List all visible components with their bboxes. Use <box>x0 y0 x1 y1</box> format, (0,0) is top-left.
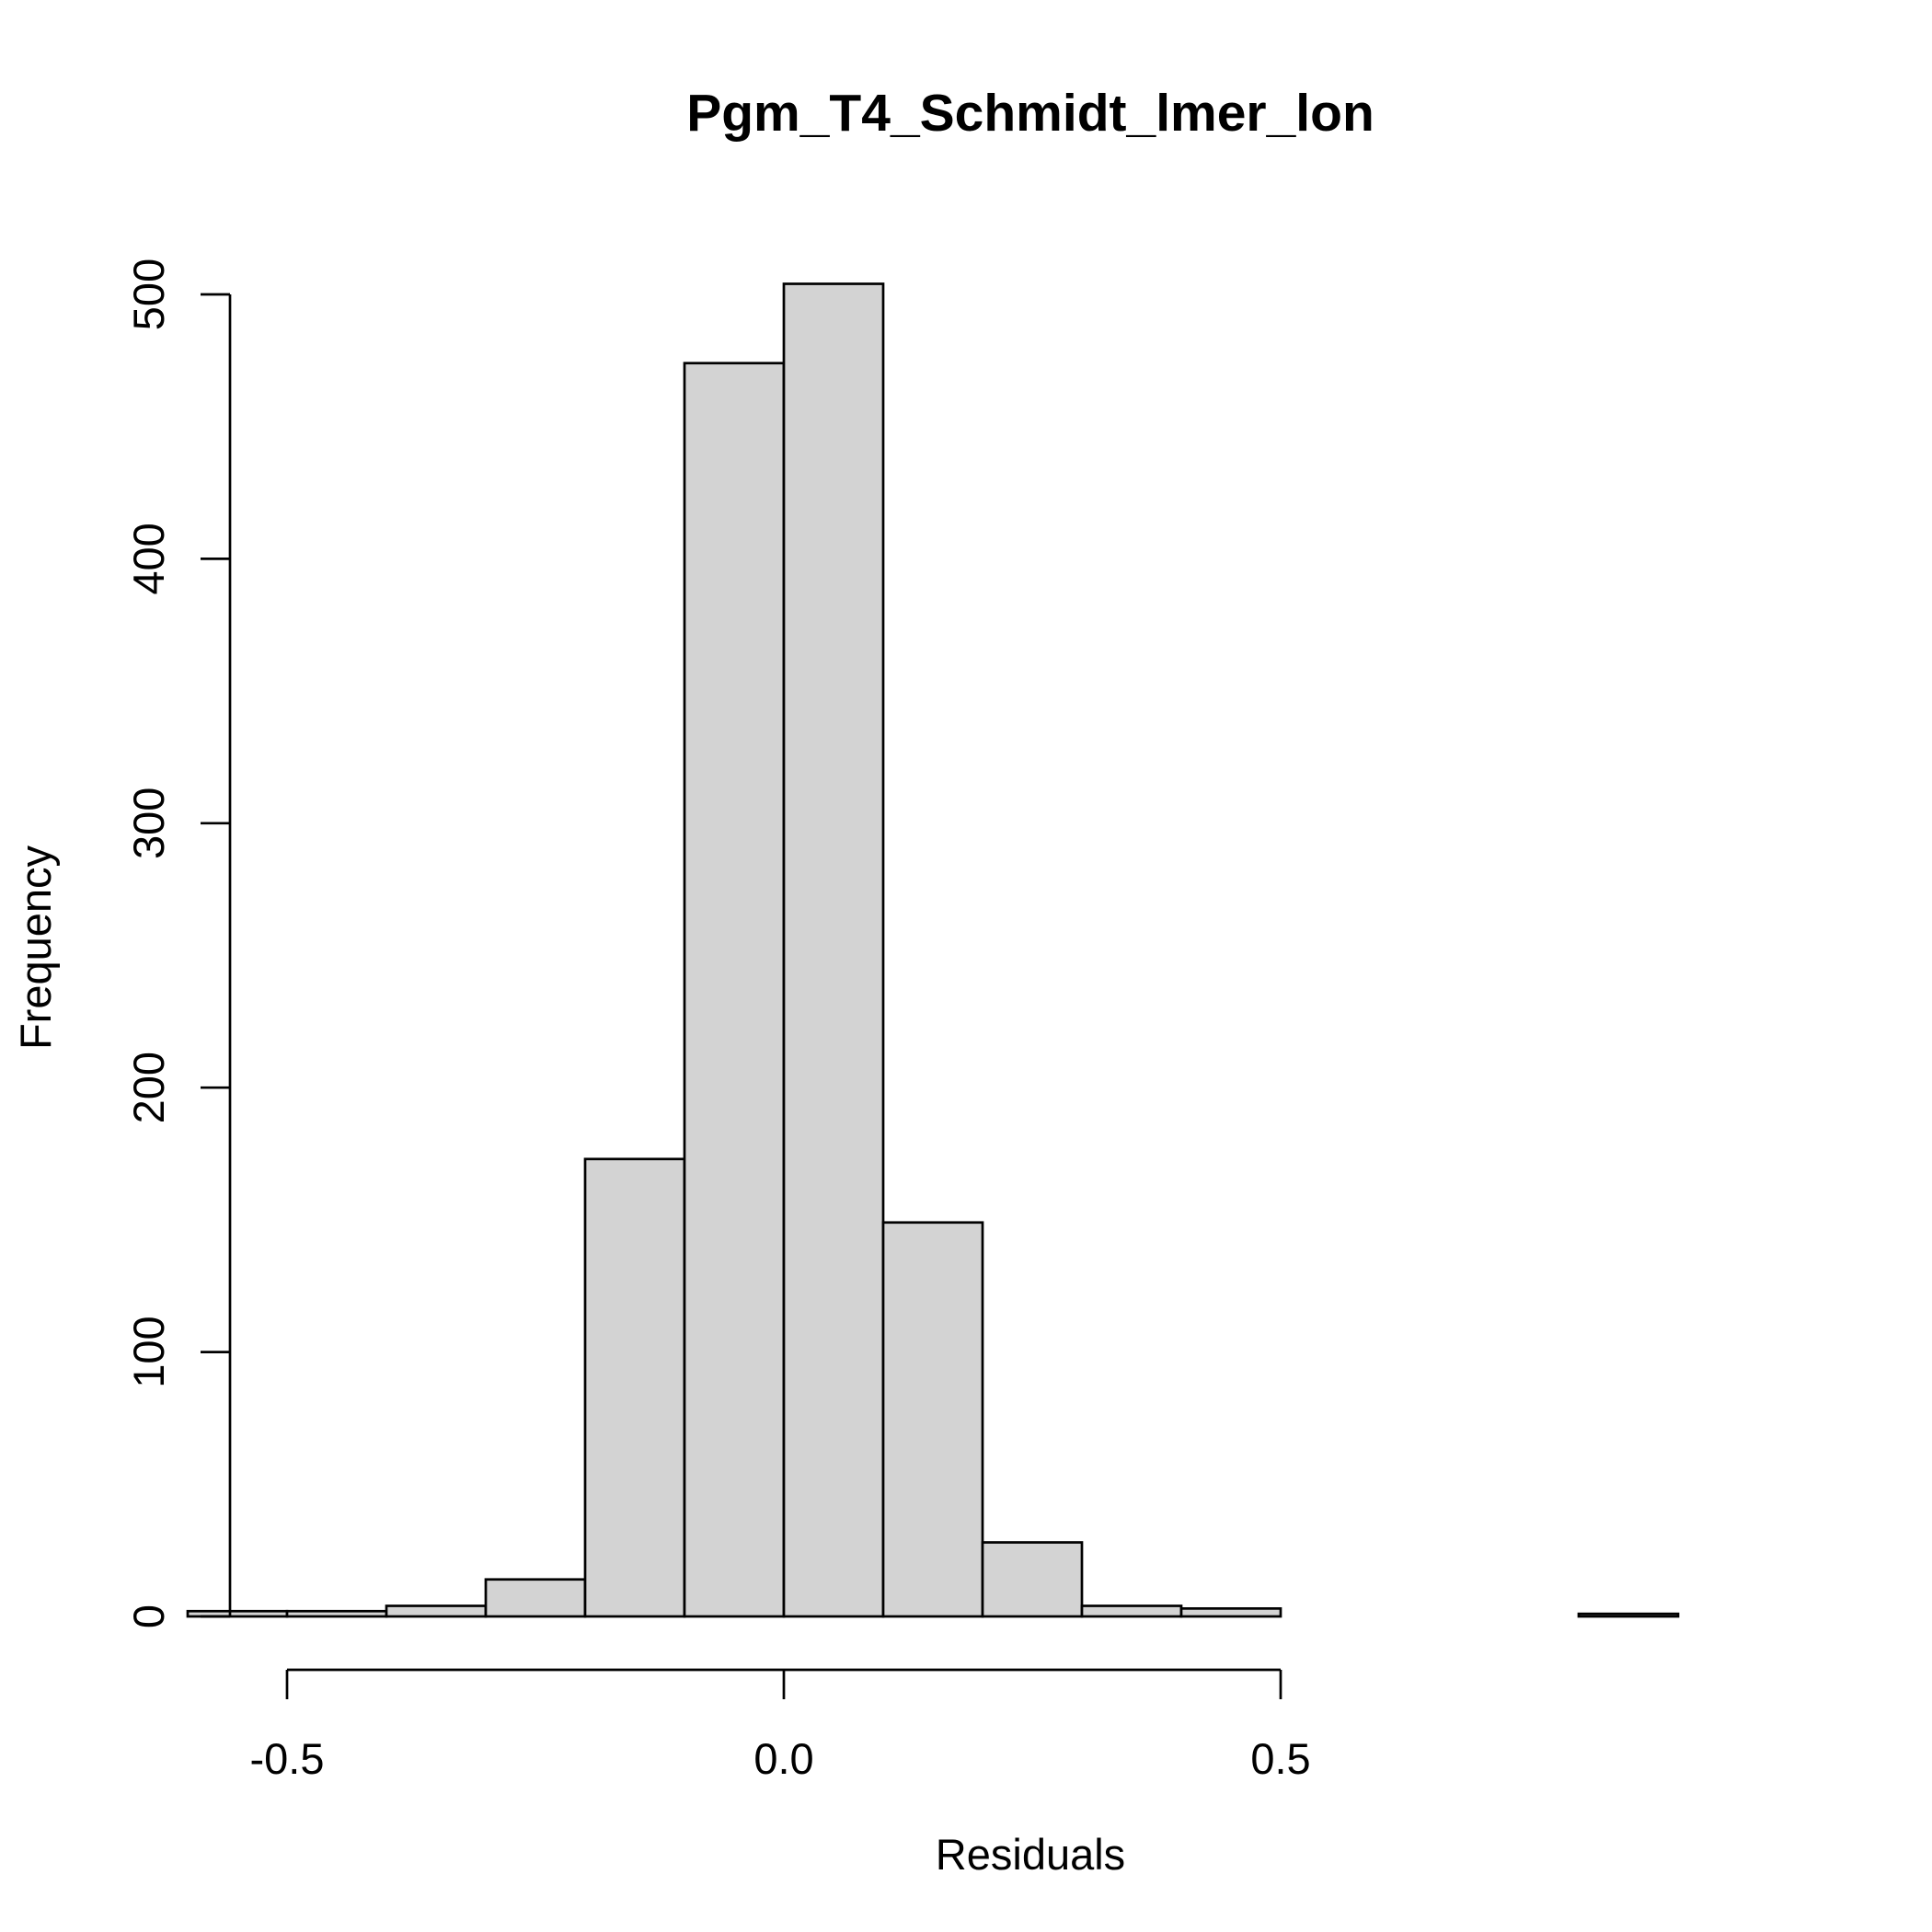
y-axis-label: Frequency <box>11 845 60 1050</box>
x-tick-label: 0.0 <box>753 1734 813 1783</box>
x-axis: -0.5 0.0 0.5 <box>250 1668 1311 1783</box>
y-tick-label: 300 <box>124 788 173 859</box>
x-tick-label: 0.5 <box>1250 1734 1310 1783</box>
histogram-bar <box>1577 1612 1680 1618</box>
y-tick-label: 200 <box>124 1052 173 1123</box>
histogram-bars <box>186 282 1680 1618</box>
histogram-bar <box>484 1578 587 1618</box>
y-axis: 0 100 200 300 400 500 <box>124 259 232 1628</box>
histogram-bar <box>981 1541 1084 1618</box>
histogram-bar <box>583 1157 686 1618</box>
y-tick-label: 500 <box>124 259 173 330</box>
y-tick-label: 100 <box>124 1316 173 1387</box>
histogram-bar <box>782 282 885 1618</box>
histogram-bar <box>1080 1604 1183 1618</box>
x-axis-label: Residuals <box>936 1830 1125 1879</box>
chart-title: Pgm_T4_Schmidt_lmer_lon <box>686 84 1374 143</box>
histogram-bar <box>385 1604 488 1618</box>
y-tick-label: 400 <box>124 523 173 594</box>
x-tick-label: -0.5 <box>250 1734 325 1783</box>
histogram-bar <box>881 1221 984 1618</box>
histogram-bar <box>285 1609 388 1618</box>
histogram-bar <box>1179 1607 1282 1618</box>
histogram-bar <box>683 362 786 1618</box>
y-tick-label: 0 <box>124 1604 173 1628</box>
